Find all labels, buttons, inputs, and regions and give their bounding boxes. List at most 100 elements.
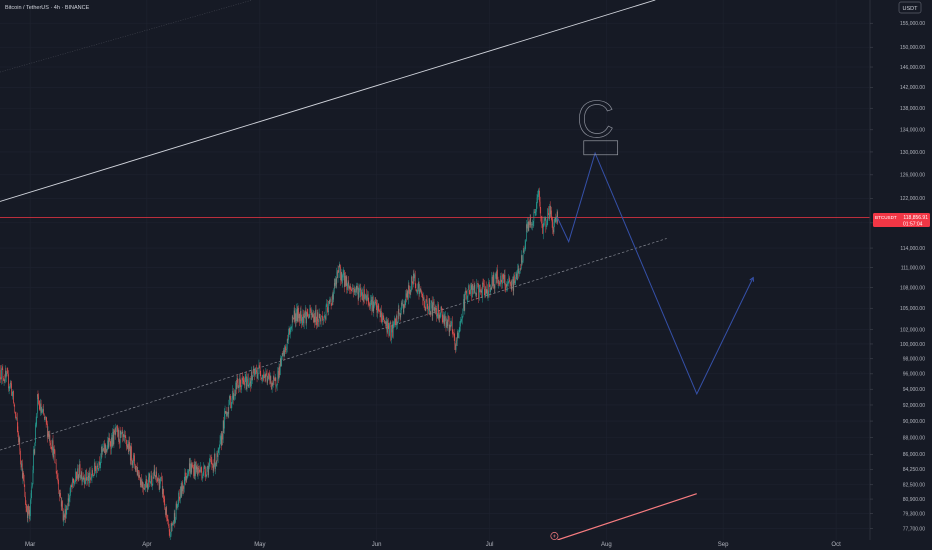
price-axis[interactable]: 155,000.00 150,000.00 146,000.00 142,000.00…	[870, 21, 925, 532]
candle-body	[279, 358, 281, 375]
candle-body	[188, 463, 190, 470]
candle-body	[399, 313, 400, 315]
candle-body	[170, 535, 171, 537]
currency-badge[interactable]: USDT	[898, 1, 922, 14]
candle-body	[276, 385, 277, 387]
candle-body	[156, 477, 158, 481]
candle-body	[374, 301, 376, 303]
candle-body	[52, 440, 53, 451]
candle-body	[466, 292, 467, 299]
candle-body	[56, 473, 58, 475]
candle-body	[369, 303, 370, 307]
candle-body	[81, 472, 83, 482]
candle-body	[116, 426, 118, 428]
candle-body	[435, 307, 436, 310]
candle-body	[430, 311, 431, 315]
candle-body	[208, 466, 209, 476]
candle-body	[230, 398, 231, 409]
candle-body	[168, 524, 169, 527]
candle-body	[183, 480, 185, 489]
candle-body	[447, 316, 449, 327]
candle-body	[293, 317, 294, 319]
candle-body	[286, 339, 288, 349]
candle-body	[89, 472, 91, 478]
price-tag-countdown: 01:57:04	[903, 221, 923, 227]
candle-body	[254, 372, 256, 376]
candle-body	[253, 369, 254, 377]
price-tick-label: 130,000.00	[900, 150, 925, 156]
candle-body	[362, 300, 364, 301]
candle-body	[264, 374, 266, 378]
candle-body	[532, 223, 533, 225]
candle-body	[114, 430, 115, 433]
candle-body	[513, 275, 515, 291]
candle-body	[306, 312, 308, 313]
candle-body	[452, 329, 454, 333]
candle-body	[352, 287, 353, 291]
candle-body	[239, 378, 241, 384]
candle-body	[10, 382, 11, 387]
bottom-indicator[interactable]	[550, 493, 697, 540]
candle-body	[157, 480, 159, 481]
candle-body	[140, 478, 141, 486]
candle-body	[517, 268, 519, 270]
candle-body	[489, 284, 491, 293]
candle-body	[391, 324, 393, 329]
candle-body	[224, 411, 226, 414]
candle-body	[344, 275, 346, 287]
time-axis[interactable]: Mar Apr May Jun Jul Aug Sep Oct	[25, 542, 841, 548]
candle-body	[17, 426, 19, 433]
candle-body	[306, 312, 307, 324]
candle-body	[180, 486, 182, 497]
candle-body	[473, 284, 475, 289]
candle-body	[291, 326, 292, 329]
candle-body	[268, 373, 269, 380]
candle-body	[221, 433, 223, 446]
candle-body	[327, 304, 328, 311]
candle-body	[280, 358, 282, 367]
candle-body	[83, 477, 85, 479]
candle-body	[372, 296, 373, 311]
candle-body	[428, 298, 430, 310]
candle-body	[275, 377, 277, 387]
candle-body	[475, 293, 476, 294]
candle-body	[315, 309, 317, 322]
candle-body	[293, 310, 295, 319]
candle-body	[322, 316, 323, 317]
candle-body	[97, 468, 99, 470]
candle-body	[242, 380, 244, 381]
candle-body	[173, 513, 175, 521]
candle-body	[524, 245, 526, 251]
indicator-line	[557, 493, 697, 540]
time-tick-label: Jun	[372, 542, 382, 548]
candle-body	[438, 304, 439, 319]
candle-body	[389, 323, 390, 336]
candle-body	[202, 474, 204, 477]
candle-body	[462, 308, 464, 317]
candle-body	[338, 264, 340, 273]
price-tick-label: 88,000.00	[903, 435, 925, 441]
candle-body	[11, 392, 13, 396]
candle-body	[393, 324, 395, 326]
candle-body	[524, 250, 525, 252]
candle-body	[134, 465, 136, 470]
candle-body	[457, 332, 459, 338]
candle-body	[199, 471, 201, 472]
candle-body	[424, 307, 426, 311]
candle-body	[143, 487, 144, 490]
candle-body	[380, 310, 381, 318]
price-tick-label: 126,000.00	[900, 173, 925, 179]
projection-layer[interactable]	[556, 140, 755, 396]
candle-body	[224, 413, 225, 429]
candle-body	[330, 299, 331, 300]
candle-body	[288, 328, 290, 333]
candle-body	[99, 463, 101, 466]
candle-body	[404, 304, 405, 308]
candle-body	[354, 288, 356, 293]
trendlines[interactable]	[0, 0, 667, 451]
candle-body	[96, 466, 97, 473]
candle-body	[231, 403, 232, 409]
candle-body	[204, 466, 206, 472]
candle-body	[310, 307, 311, 311]
